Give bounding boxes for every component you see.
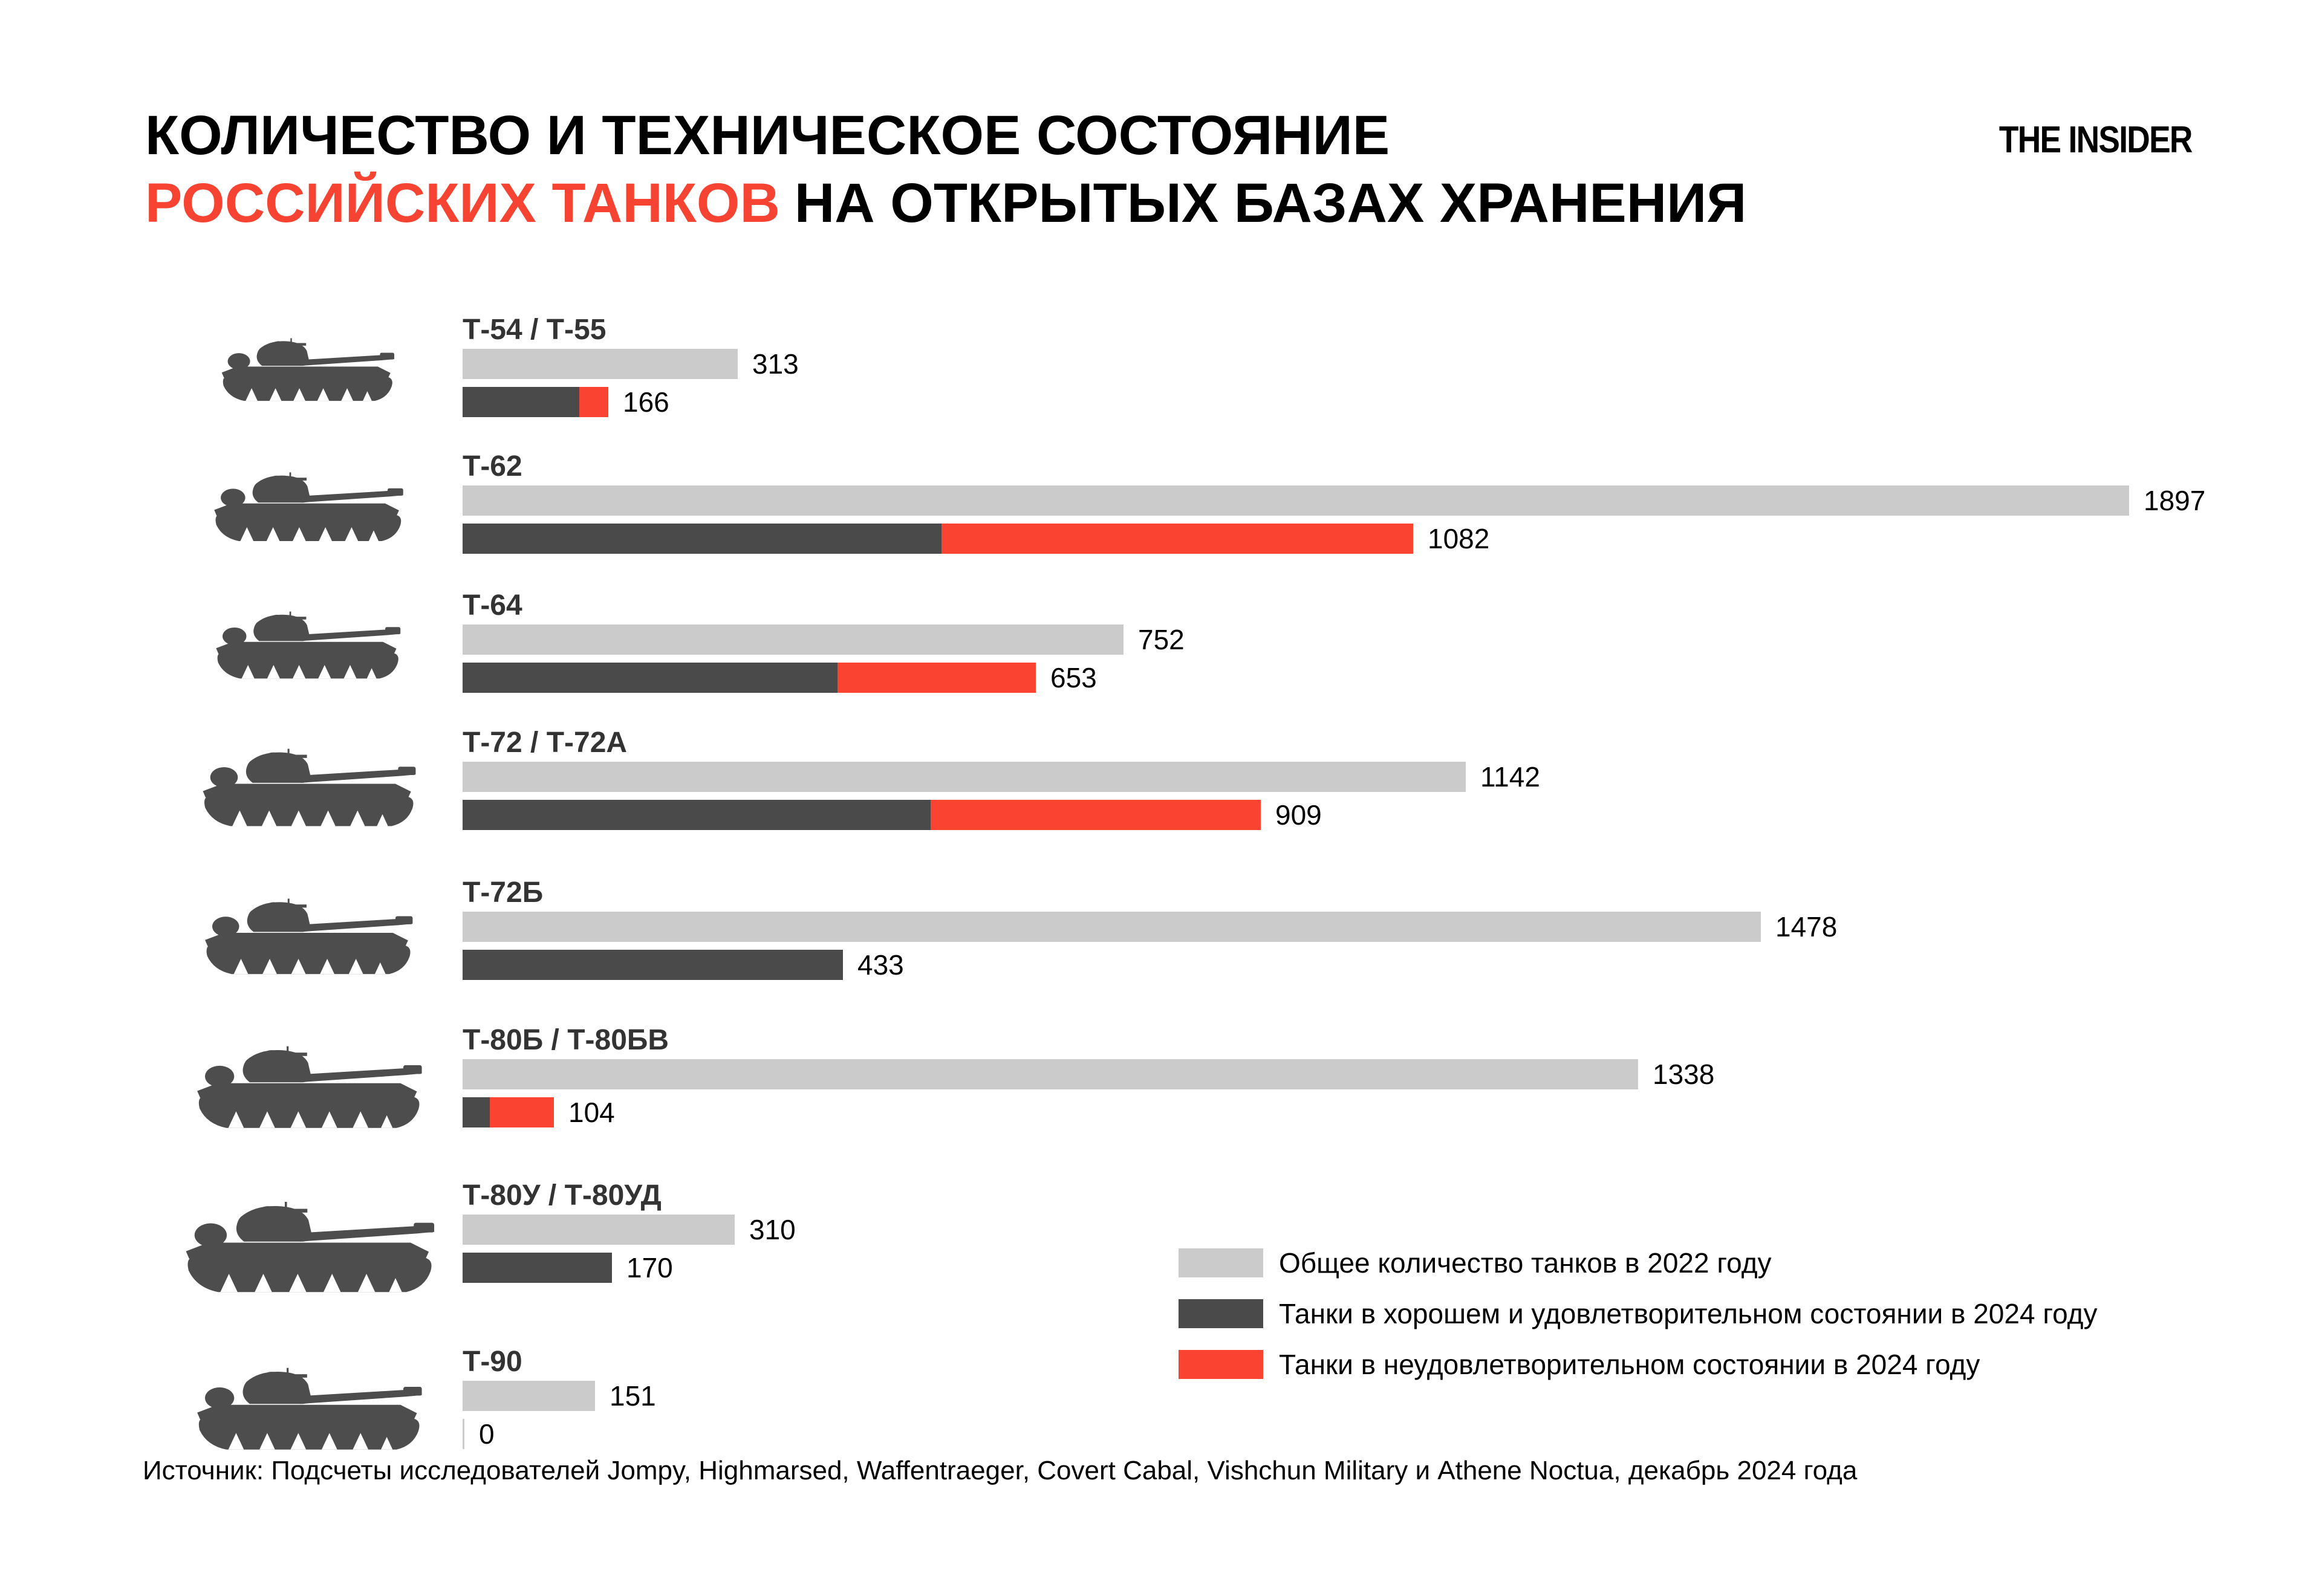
legend-item: Общее количество танков в 2022 году (1179, 1247, 2098, 1279)
legend-label: Танки в неудовлетворительном состоянии в… (1279, 1349, 1980, 1380)
tank-model-label: Т-62 (463, 450, 522, 482)
tank-row: Т-80У / Т-80УД 310 170 (145, 1179, 2322, 1314)
value-label-2024: 653 (1050, 661, 1097, 693)
zero-baseline-tick (463, 1418, 464, 1449)
tank-model-label: Т-54 / Т-55 (463, 314, 607, 346)
bar-segment-bad (941, 523, 1413, 554)
value-label-2024: 104 (568, 1096, 615, 1128)
value-label-2022: 310 (749, 1213, 796, 1245)
tank-row: Т-72Б 1478 433 (145, 877, 2322, 992)
page-title: КОЛИЧЕСТВО И ТЕХНИЧЕСКОЕ СОСТОЯНИЕ РОССИ… (145, 102, 1746, 237)
bar-total-2022 (463, 1214, 735, 1245)
bar-total-2022 (463, 911, 1761, 942)
value-label-2022: 313 (752, 348, 799, 380)
tank-icon (200, 611, 408, 695)
source-note: Источник: Подсчеты исследователей Jompy,… (143, 1456, 1858, 1485)
bar-total-2022 (463, 485, 2129, 516)
tank-icon (207, 337, 401, 416)
legend: Общее количество танков в 2022 году Танк… (1179, 1247, 2098, 1399)
tank-row: Т-62 1897 1082 (145, 450, 2322, 557)
tank-row: Т-64 752 653 (145, 589, 2322, 695)
title-highlight: РОССИЙСКИХ ТАНКОВ (145, 172, 780, 235)
legend-item: Танки в хорошем и удовлетворительном сос… (1179, 1297, 2098, 1330)
title-line2-rest: НА ОТКРЫТЫХ БАЗАХ ХРАНЕНИЯ (794, 172, 1747, 235)
tank-chart: Т-54 / Т-55 313 166 Т-62 1897 (145, 314, 2322, 1502)
tank-row: Т-72 / Т-72А 1142 909 (145, 727, 2322, 845)
value-label-2024: 170 (626, 1251, 673, 1283)
legend-item: Танки в неудовлетворительном состоянии в… (1179, 1348, 2098, 1381)
legend-swatch-bad-2024 (1179, 1350, 1263, 1379)
legend-swatch-total-2022 (1179, 1248, 1263, 1277)
tank-icon (178, 1367, 431, 1469)
legend-label: Общее количество танков в 2022 году (1279, 1247, 1772, 1279)
bar-2024-stack (463, 1418, 464, 1449)
bar-2024-stack (463, 949, 843, 980)
value-label-2024: 0 (479, 1418, 495, 1450)
bar-segment-good (463, 523, 941, 554)
bar-segment-bad (579, 386, 608, 417)
tank-model-label: Т-72Б (463, 876, 544, 909)
bar-segment-good (463, 386, 579, 417)
legend-label: Танки в хорошем и удовлетворительном сос… (1279, 1298, 2098, 1329)
tank-row: Т-54 / Т-55 313 166 (145, 314, 2322, 418)
tank-model-label: Т-90 (463, 1345, 522, 1378)
tank-model-label: Т-72 / Т-72А (463, 726, 628, 759)
bar-2024-stack (463, 1252, 612, 1283)
bar-segment-good (463, 799, 931, 830)
bar-total-2022 (463, 1059, 1638, 1089)
bar-segment-bad (490, 1097, 554, 1127)
bar-segment-good (463, 1252, 612, 1283)
title-line1: КОЛИЧЕСТВО И ТЕХНИЧЕСКОЕ СОСТОЯНИЕ (145, 105, 1390, 166)
bar-2024-stack (463, 386, 608, 417)
chart-rows: Т-54 / Т-55 313 166 Т-62 1897 (145, 314, 2322, 1469)
value-label-2022: 151 (610, 1380, 656, 1412)
value-label-2024: 909 (1275, 799, 1322, 831)
value-label-2022: 752 (1138, 623, 1185, 655)
legend-swatch-good-2024 (1179, 1299, 1263, 1328)
bar-total-2022 (463, 1380, 595, 1411)
the-insider-logo: THE INSIDER (1999, 119, 2193, 161)
tank-icon (178, 1045, 431, 1147)
tank-row: Т-90 151 0 (145, 1346, 2322, 1469)
tank-model-label: Т-64 (463, 589, 522, 621)
bar-2024-stack (463, 662, 1036, 693)
tank-icon (198, 472, 411, 557)
bar-segment-bad (837, 662, 1036, 693)
tank-icon (164, 1201, 444, 1314)
value-label-2024: 166 (623, 386, 669, 418)
value-label-2022: 1142 (1480, 761, 1540, 793)
bar-segment-good (463, 949, 843, 980)
value-label-2022: 1478 (1775, 910, 1838, 942)
tank-icon (187, 898, 421, 992)
value-label-2022: 1338 (1653, 1058, 1715, 1090)
bar-2024-stack (463, 523, 1413, 554)
value-label-2024: 433 (857, 949, 904, 981)
tank-icon (184, 748, 424, 845)
bar-2024-stack (463, 799, 1261, 830)
bar-2024-stack (463, 1097, 554, 1127)
tank-model-label: Т-80Б / Т-80БВ (463, 1023, 669, 1056)
value-label-2024: 1082 (1428, 522, 1490, 554)
tank-row: Т-80Б / Т-80БВ 1338 104 (145, 1023, 2322, 1147)
bar-total-2022 (463, 761, 1466, 792)
tank-model-label: Т-80У / Т-80УД (463, 1179, 662, 1212)
value-label-2022: 1897 (2144, 484, 2206, 516)
bar-segment-bad (931, 799, 1261, 830)
bar-total-2022 (463, 624, 1124, 655)
bar-segment-good (463, 662, 837, 693)
bar-total-2022 (463, 348, 738, 379)
bar-segment-good (463, 1097, 490, 1127)
